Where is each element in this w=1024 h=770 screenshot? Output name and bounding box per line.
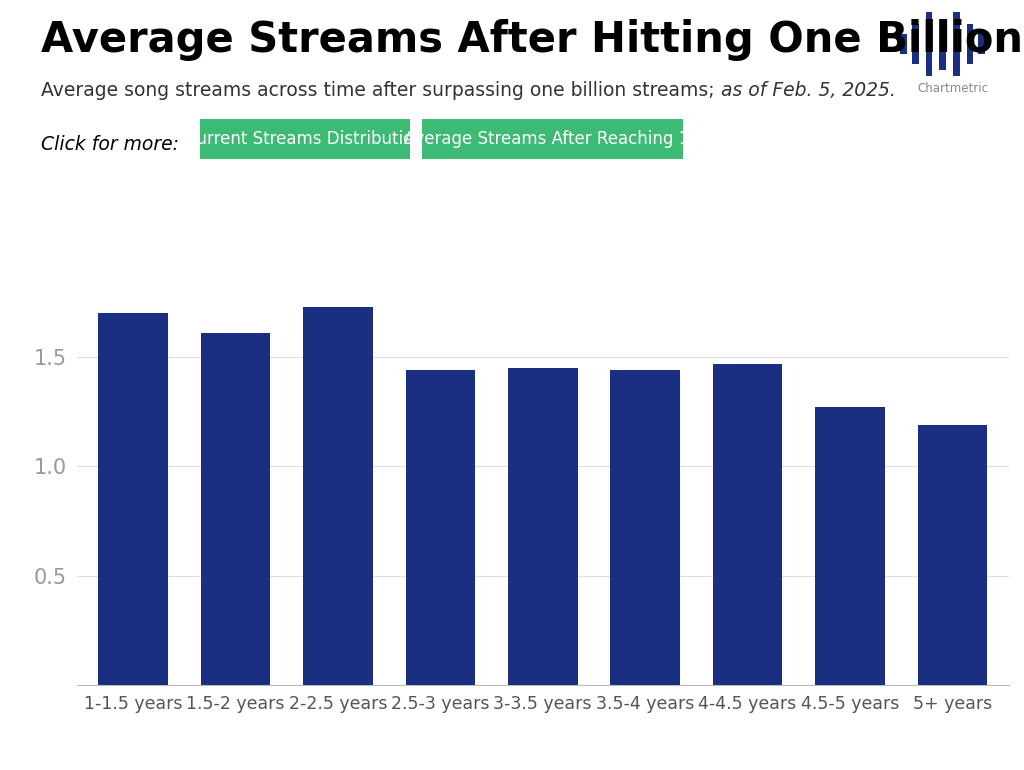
Bar: [303, 306, 373, 685]
FancyBboxPatch shape: [194, 120, 416, 159]
Bar: [900, 35, 907, 54]
Bar: [967, 25, 974, 64]
Bar: [939, 19, 946, 69]
Text: Click for more:: Click for more:: [41, 135, 179, 154]
Bar: [713, 363, 782, 685]
Bar: [98, 313, 168, 685]
Bar: [926, 12, 933, 76]
Bar: [406, 370, 475, 685]
Bar: [912, 25, 919, 64]
Text: Average Streams After Hitting One Billion: Average Streams After Hitting One Billio…: [41, 19, 1023, 62]
FancyBboxPatch shape: [414, 120, 691, 159]
Bar: [201, 333, 270, 685]
Text: Chartmetric: Chartmetric: [918, 82, 988, 95]
Bar: [978, 35, 985, 54]
Text: as of Feb. 5, 2025.: as of Feb. 5, 2025.: [721, 81, 895, 100]
Bar: [508, 368, 578, 685]
Text: Current Streams Distribution: Current Streams Distribution: [185, 129, 424, 148]
Bar: [610, 370, 680, 685]
Text: Average Streams After Reaching 1B: Average Streams After Reaching 1B: [404, 129, 700, 148]
Bar: [953, 12, 959, 76]
Text: Average song streams across time after surpassing one billion streams;: Average song streams across time after s…: [41, 81, 721, 100]
Bar: [918, 425, 987, 685]
Bar: [815, 407, 885, 685]
